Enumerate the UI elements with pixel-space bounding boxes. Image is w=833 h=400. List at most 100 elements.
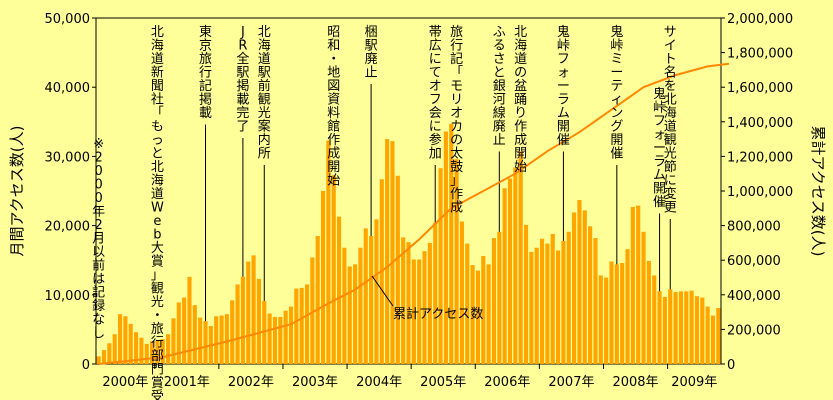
bar xyxy=(401,237,406,364)
cumulative-line xyxy=(98,62,730,365)
bar xyxy=(123,316,128,364)
bar xyxy=(502,188,507,364)
bar xyxy=(475,270,481,364)
y-tick-label-right: 1,400,000 xyxy=(727,116,793,131)
annotation-text: 昭和・地図資料館作成開始 xyxy=(327,25,340,189)
bar xyxy=(636,205,641,364)
bar xyxy=(353,264,358,364)
bar xyxy=(331,175,336,364)
bar xyxy=(491,238,497,364)
bar xyxy=(294,288,299,364)
bar xyxy=(144,343,149,364)
annotation-text: 帯広にてオフ会に参加 xyxy=(429,25,442,162)
bar xyxy=(262,301,267,364)
bar xyxy=(577,199,582,364)
annotation-text: J R 全駅掲載完了 xyxy=(236,25,249,135)
bar xyxy=(267,313,272,364)
bar xyxy=(486,264,491,364)
bar xyxy=(529,251,534,364)
bar xyxy=(507,178,513,364)
bar xyxy=(128,323,133,364)
annotation-text: 鬼峠フォーラム開催 xyxy=(653,86,666,210)
bar xyxy=(614,264,619,364)
bar xyxy=(630,206,635,364)
x-tick-label: 2006年 xyxy=(484,375,530,390)
bar xyxy=(438,168,443,364)
bar xyxy=(662,296,667,364)
left-y-ticks: 0 10,000 20,000 30,000 40,000 50,000 xyxy=(45,12,96,373)
bar xyxy=(449,123,454,364)
bar xyxy=(443,131,448,364)
bar xyxy=(609,261,614,364)
bar xyxy=(155,340,160,364)
bar xyxy=(112,334,117,364)
y-tick-label-right: 400,000 xyxy=(727,289,781,304)
right-y-ticks: 0 200,000 400,000 600,000 800,000 1,000,000 1,… xyxy=(721,12,793,373)
bar xyxy=(678,291,684,364)
x-tick-label: 2004年 xyxy=(356,375,402,390)
bar xyxy=(518,151,523,364)
bar xyxy=(523,224,529,364)
bar xyxy=(705,306,710,364)
annotation-lines xyxy=(205,84,671,322)
x-tick-label: 2002年 xyxy=(228,375,274,390)
bar xyxy=(465,243,470,364)
y-tick-label-left: 20,000 xyxy=(45,220,91,235)
bar xyxy=(139,337,144,364)
x-tick-label: 2007年 xyxy=(548,375,594,390)
bar xyxy=(652,275,657,364)
annotation-text: 北海道駅前観光案内所 xyxy=(258,25,271,162)
bar xyxy=(187,276,192,364)
y-tick-label-left: 10,000 xyxy=(45,289,91,304)
bar xyxy=(598,275,603,364)
y-axis-label-right: 累計アクセス数(人) xyxy=(809,126,827,257)
bar xyxy=(230,300,235,364)
bar xyxy=(358,247,363,364)
bar xyxy=(160,339,165,364)
bar xyxy=(272,316,278,364)
bar xyxy=(411,259,416,364)
x-tick-label: 2008年 xyxy=(612,375,658,390)
bar xyxy=(198,317,203,364)
bar xyxy=(497,231,502,364)
monthly-bars xyxy=(96,123,721,364)
bar xyxy=(716,307,721,364)
bar xyxy=(342,247,347,364)
x-tick-label: 2000年 xyxy=(102,375,148,390)
bar xyxy=(192,305,197,364)
bar xyxy=(417,259,422,364)
bar xyxy=(657,291,662,364)
annotation-text: ※ 2 0 0 0 年 2 月以前は記録なし xyxy=(92,137,105,341)
bar xyxy=(641,231,646,364)
bar xyxy=(326,140,331,364)
bar xyxy=(550,233,555,364)
bar xyxy=(454,159,459,364)
bar xyxy=(369,235,374,364)
x-tick-label: 2001年 xyxy=(164,375,210,390)
bar xyxy=(539,238,545,364)
annotation-text: 鬼峠ミーティング開催 xyxy=(610,24,623,162)
bar xyxy=(593,238,598,364)
bar xyxy=(240,276,245,364)
bar xyxy=(246,261,251,364)
bar xyxy=(620,262,625,364)
bar xyxy=(395,175,400,364)
bar xyxy=(96,356,101,364)
bar xyxy=(117,314,123,364)
bar xyxy=(588,226,593,364)
annotation-text: 梱駅廃止 xyxy=(365,25,378,81)
bar xyxy=(133,332,139,364)
y-tick-label-left: 40,000 xyxy=(45,81,91,96)
bar xyxy=(107,343,112,364)
bar xyxy=(390,141,395,364)
bar xyxy=(101,350,107,364)
annotation-text: ふるさと銀河線廃止 xyxy=(493,25,506,148)
bar xyxy=(336,216,342,364)
bar xyxy=(556,250,561,364)
bar xyxy=(176,302,181,364)
x-tick-label: 2009年 xyxy=(671,375,717,390)
annotation-text: サイト名を北海道観光節に変更 xyxy=(664,25,677,216)
bar xyxy=(459,221,464,364)
y-tick-label-right: 1,000,000 xyxy=(727,185,793,200)
